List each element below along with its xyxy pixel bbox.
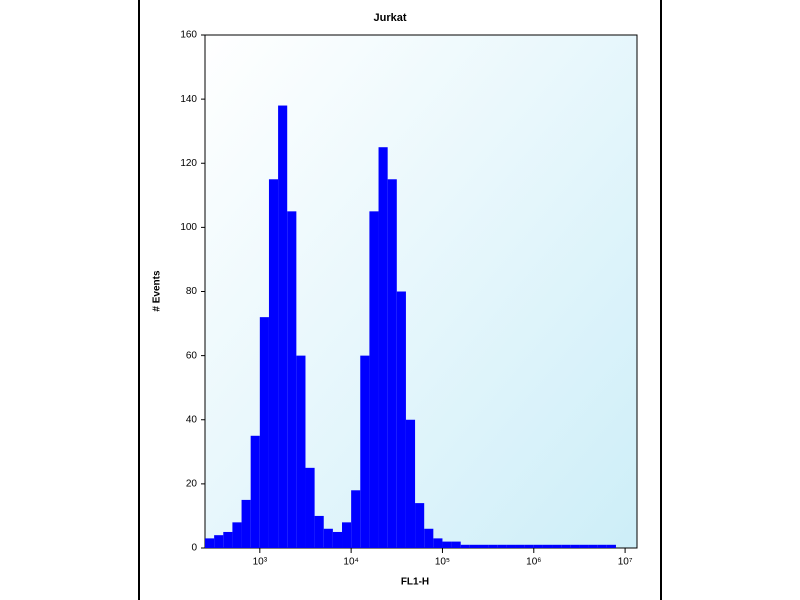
bar <box>259 317 269 548</box>
bar <box>442 541 452 548</box>
y-tick-label: 0 <box>191 543 197 554</box>
bar <box>451 541 461 548</box>
y-tick-label: 140 <box>180 94 197 105</box>
bar <box>415 503 425 548</box>
bar <box>305 467 315 548</box>
x-axis-label: FL1-H <box>401 577 429 588</box>
bar <box>478 544 489 548</box>
bar <box>424 528 434 548</box>
x-tick-label: 10⁴ <box>343 557 358 568</box>
bar <box>579 544 589 548</box>
y-axis-label: # Events <box>152 270 163 312</box>
chart-title: Jurkat <box>373 12 406 24</box>
bar <box>606 544 616 548</box>
bar <box>515 544 525 548</box>
bar <box>552 544 562 548</box>
x-tick-label: 10⁶ <box>526 557 541 568</box>
bar <box>488 544 498 548</box>
bar <box>561 544 571 548</box>
x-tick-label: 10³ <box>253 557 268 568</box>
bar <box>342 522 352 548</box>
bar <box>314 515 324 548</box>
x-tick-label: 10⁵ <box>435 557 450 568</box>
bar <box>214 535 224 548</box>
bar <box>533 544 543 548</box>
y-tick-label: 60 <box>186 350 198 361</box>
bar <box>597 544 607 548</box>
y-tick-label: 80 <box>186 286 198 297</box>
bar <box>351 490 361 548</box>
bar <box>369 211 379 548</box>
bar <box>460 544 470 548</box>
bar <box>250 435 260 548</box>
bar <box>433 538 443 548</box>
bar <box>296 355 306 548</box>
y-tick-label: 40 <box>186 414 198 425</box>
y-tick-label: 120 <box>180 158 197 169</box>
bar <box>323 528 333 548</box>
bar <box>396 291 406 548</box>
y-tick-label: 20 <box>186 479 198 490</box>
y-tick-label: 160 <box>180 30 197 41</box>
bar <box>378 147 388 548</box>
bar <box>524 544 534 548</box>
bar <box>332 531 343 548</box>
x-tick-label: 10⁷ <box>618 557 633 568</box>
bar <box>497 544 507 548</box>
bar <box>278 105 288 548</box>
bar <box>542 544 553 548</box>
bar <box>268 179 279 548</box>
bar <box>287 211 297 548</box>
bar <box>387 179 397 548</box>
bar <box>570 544 580 548</box>
y-tick-label: 100 <box>180 222 197 233</box>
bar <box>469 544 479 548</box>
bar <box>223 531 233 548</box>
bar <box>405 419 416 548</box>
bar <box>205 538 215 548</box>
bar <box>506 544 516 548</box>
bar <box>588 544 598 548</box>
bar <box>232 522 242 548</box>
bar <box>360 355 370 548</box>
bar <box>241 499 251 548</box>
